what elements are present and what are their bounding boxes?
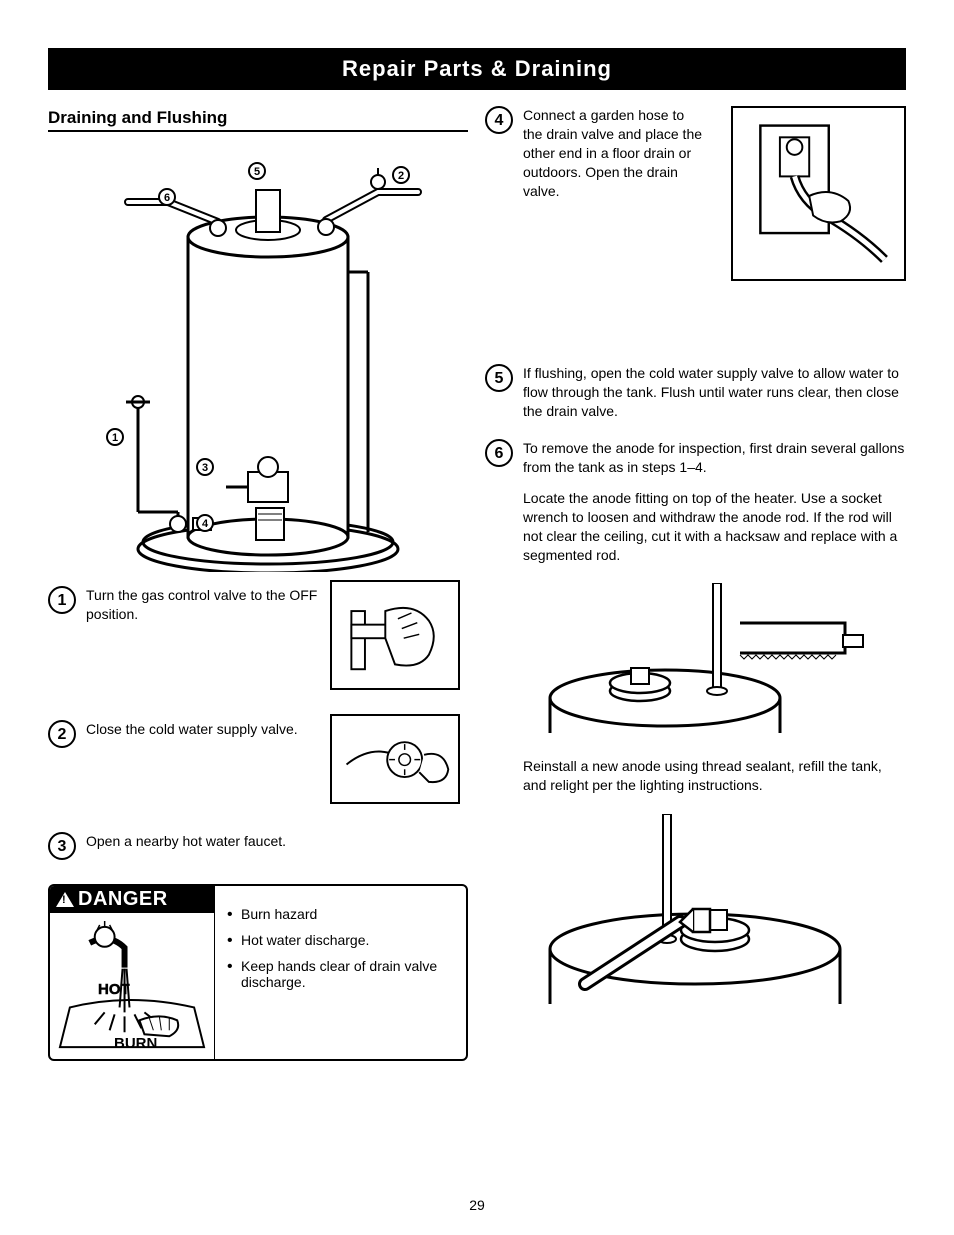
step-4-number: 4 (485, 106, 513, 134)
step-5-text: If flushing, open the cold water supply … (523, 364, 906, 421)
step-5: 5 If flushing, open the cold water suppl… (485, 364, 906, 421)
callout-2: 2 (392, 166, 410, 184)
step-3-text: Open a nearby hot water faucet. (86, 832, 468, 851)
right-column: 4 Connect a garden hose to the drain val… (485, 100, 906, 1004)
step-3: 3 Open a nearby hot water faucet. (48, 832, 468, 872)
step-5-number: 5 (485, 364, 513, 392)
water-heater-diagram: 1 2 3 4 5 6 (78, 142, 438, 572)
warning-triangle-icon (56, 892, 74, 907)
callout-1: 1 (106, 428, 124, 446)
danger-label-text: DANGER (78, 888, 168, 911)
step-1: 1 Turn the gas control valve to the OFF … (48, 586, 468, 626)
danger-burn-label: BURN (114, 1035, 157, 1052)
danger-text: Burn hazard Hot water discharge. Keep ha… (215, 886, 466, 1059)
danger-hot-label: HOT (98, 981, 130, 998)
page-title: Repair Parts & Draining (48, 48, 906, 90)
danger-illustration: HOT BURN (50, 913, 214, 1059)
danger-item-1: Burn hazard (227, 906, 454, 922)
danger-left: DANGER (50, 886, 215, 1059)
danger-label: DANGER (50, 886, 214, 913)
hacksaw-figure (545, 583, 865, 733)
callout-5: 5 (248, 162, 266, 180)
step-1-figure (330, 580, 460, 690)
callout-4: 4 (196, 514, 214, 532)
page-header: Repair Parts & Draining (48, 48, 906, 90)
danger-box: DANGER (48, 884, 468, 1061)
step-6-text-a: To remove the anode for inspection, firs… (523, 439, 906, 477)
step-2: 2 Close the cold water supply valve. (48, 720, 468, 760)
step-4-figure (731, 106, 906, 281)
section-subhead: Draining and Flushing (48, 108, 468, 132)
callout-3: 3 (196, 458, 214, 476)
step-6: 6 To remove the anode for inspection, fi… (485, 439, 906, 479)
danger-item-3: Keep hands clear of drain valve discharg… (227, 958, 454, 990)
danger-item-2: Hot water discharge. (227, 932, 454, 948)
step-3-number: 3 (48, 832, 76, 860)
page-number: 29 (469, 1197, 485, 1213)
wrench-figure (545, 814, 865, 1004)
heater-svg (78, 142, 438, 572)
left-column: Draining and Flushing (48, 100, 468, 1061)
step-6-text-c: Reinstall a new anode using thread seala… (523, 757, 906, 795)
step-2-figure (330, 714, 460, 804)
callout-6: 6 (158, 188, 176, 206)
step-1-number: 1 (48, 586, 76, 614)
step-2-number: 2 (48, 720, 76, 748)
step-4: 4 Connect a garden hose to the drain val… (485, 106, 906, 200)
step-6-text-b: Locate the anode fitting on top of the h… (523, 489, 906, 565)
step-6-number: 6 (485, 439, 513, 467)
